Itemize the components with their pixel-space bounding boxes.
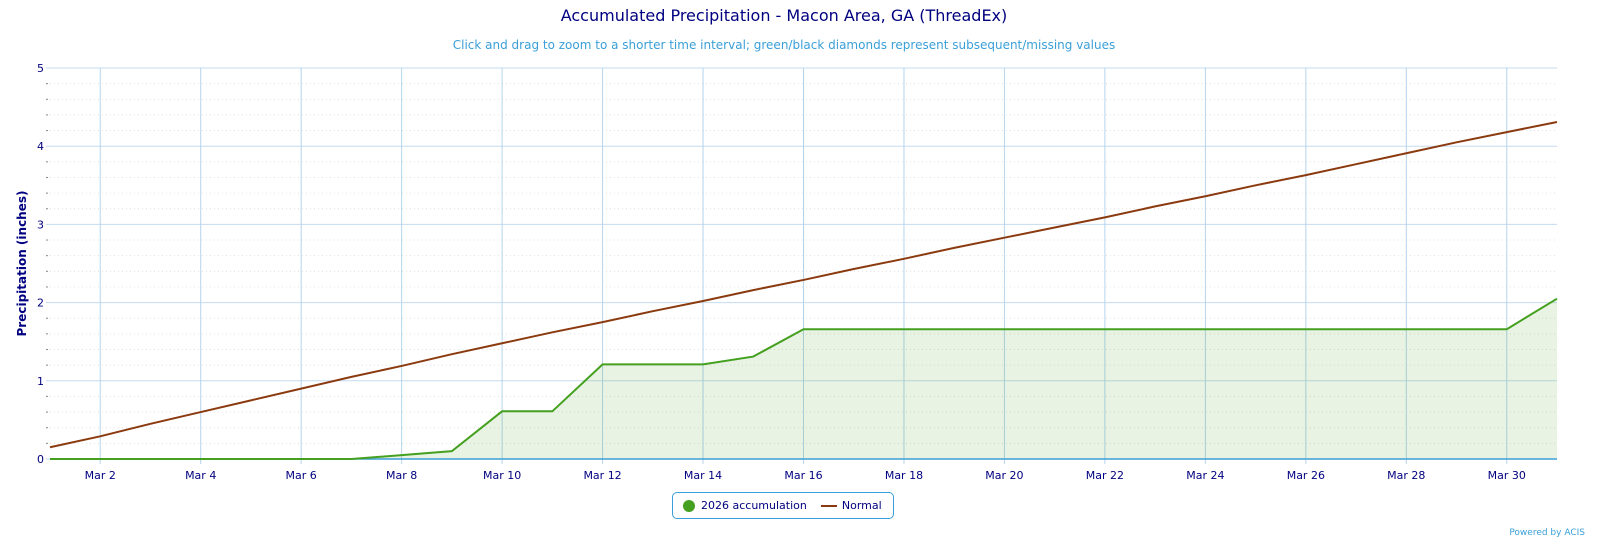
x-tick-label: Mar 8 (386, 469, 417, 482)
normal-point (600, 319, 606, 325)
accumulation-point (549, 408, 555, 414)
normal-point (1253, 182, 1259, 188)
legend-item-normal[interactable]: Normal (841, 499, 882, 512)
credit-link[interactable]: Powered by ACIS (1509, 528, 1585, 538)
x-tick-label: Mar 4 (185, 469, 216, 482)
normal-point (499, 340, 505, 346)
normal-point (650, 308, 656, 314)
legend-marker-normal (820, 504, 837, 507)
normal-point (549, 329, 555, 335)
y-tick-label: 4 (37, 140, 44, 153)
y-tick-label: 5 (37, 62, 44, 75)
accumulation-point (298, 456, 304, 462)
accumulation-point (650, 361, 656, 367)
accumulation-point (1504, 326, 1510, 332)
normal-point (47, 444, 53, 450)
accumulation-point (1102, 326, 1108, 332)
x-tick-label: Mar 28 (1387, 469, 1425, 482)
normal-point (1052, 225, 1058, 231)
normal-point (298, 386, 304, 392)
accumulation-point (449, 448, 455, 454)
accumulation-point (499, 408, 505, 414)
accumulation-point (901, 326, 907, 332)
normal-point (147, 421, 153, 427)
normal-point (801, 277, 807, 283)
accumulation-point (750, 354, 756, 360)
normal-point (851, 266, 857, 272)
accumulation-point (1001, 326, 1007, 332)
accumulation-point (147, 456, 153, 462)
normal-point (750, 287, 756, 293)
accumulation-point (1052, 326, 1058, 332)
legend-marker-accumulation (683, 499, 695, 512)
accumulation-point (198, 456, 204, 462)
x-tick-label: Mar 10 (483, 469, 521, 482)
accumulation-point (1253, 326, 1259, 332)
normal-point (1353, 161, 1359, 167)
accumulation-series-line (50, 297, 1558, 460)
x-tick-label: Mar 18 (885, 469, 923, 482)
normal-point (97, 433, 103, 439)
normal-point (449, 351, 455, 357)
x-tick-label: Mar 12 (583, 469, 621, 482)
accumulation-point (1554, 296, 1560, 302)
x-tick-label: Mar 2 (85, 469, 116, 482)
accumulation-point (348, 456, 354, 462)
y-tick-label: 1 (37, 375, 44, 388)
accumulation-point (600, 361, 606, 367)
accumulation-point (47, 456, 53, 462)
chart-subtitle: Click and drag to zoom to a shorter time… (452, 38, 1116, 52)
normal-point (348, 374, 354, 380)
normal-point (1303, 172, 1309, 178)
normal-point (951, 245, 957, 251)
x-tick-label: Mar 22 (1086, 469, 1124, 482)
normal-point (399, 363, 405, 369)
chart-title: Accumulated Precipitation - Macon Area, … (560, 6, 1008, 25)
x-tick-label: Mar 16 (784, 469, 822, 482)
accumulation-point (1152, 326, 1158, 332)
accumulation-point (97, 456, 103, 462)
accumulation-point (700, 361, 706, 367)
normal-point (700, 298, 706, 304)
accumulation-area (50, 298, 1557, 459)
accumulation-point (951, 326, 957, 332)
legend-item-accumulation[interactable]: 2026 accumulation (701, 499, 807, 512)
accumulation-point (801, 326, 807, 332)
accumulation-point (248, 456, 254, 462)
x-tick-label: Mar 20 (985, 469, 1023, 482)
normal-point (901, 256, 907, 262)
y-tick-label: 0 (37, 453, 44, 466)
normal-point (1554, 119, 1560, 125)
accumulation-point (1202, 326, 1208, 332)
accumulation-point (1353, 326, 1359, 332)
accumulation-point (851, 326, 857, 332)
accumulation-point (1454, 326, 1460, 332)
x-tick-label: Mar 24 (1186, 469, 1224, 482)
legend: 2026 accumulation Normal (672, 492, 894, 519)
x-tick-label: Mar 6 (286, 469, 317, 482)
accumulation-point (399, 452, 405, 458)
accumulation-point (1303, 326, 1309, 332)
normal-point (1102, 214, 1108, 220)
normal-point (1403, 150, 1409, 156)
normal-point (1454, 139, 1460, 145)
accumulation-point (1403, 326, 1409, 332)
y-tick-label: 3 (37, 218, 44, 231)
y-tick-label: 2 (37, 297, 44, 310)
normal-point (248, 397, 254, 403)
normal-point (1202, 193, 1208, 199)
normal-series-line (49, 120, 1558, 449)
normal-point (198, 409, 204, 415)
x-tick-label: Mar 14 (684, 469, 722, 482)
y-axis-label: Precipitation (inches) (15, 191, 29, 337)
normal-point (1001, 235, 1007, 241)
x-tick-label: Mar 26 (1287, 469, 1325, 482)
normal-point (1152, 203, 1158, 209)
normal-point (1504, 129, 1510, 135)
x-tick-label: Mar 30 (1488, 469, 1526, 482)
